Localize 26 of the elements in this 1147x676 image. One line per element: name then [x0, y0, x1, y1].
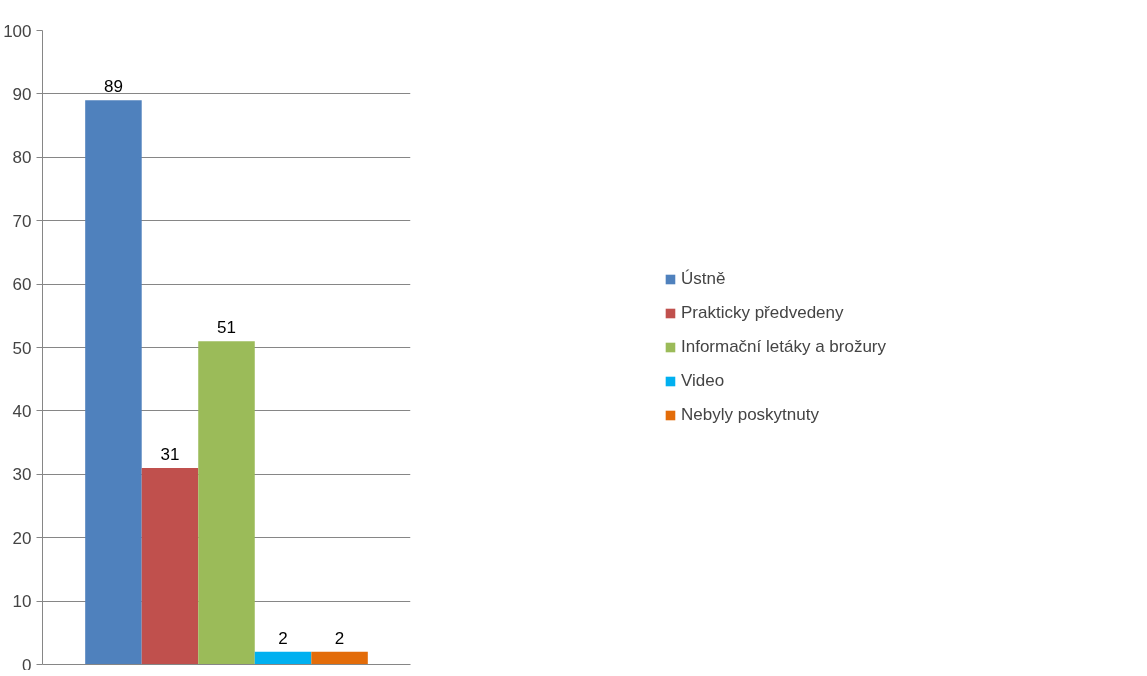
data-label: 89 — [104, 77, 123, 97]
y-tick-label: 90 — [12, 84, 32, 104]
bar — [85, 100, 142, 665]
y-tick-label: 40 — [12, 401, 32, 421]
bar — [141, 467, 199, 665]
data-label: 51 — [217, 318, 236, 338]
data-label: 31 — [160, 444, 180, 464]
y-tick-label: 0 — [22, 655, 32, 675]
data-label: 2 — [334, 628, 345, 648]
y-tick-label: 100 — [3, 21, 32, 41]
y-tick-label: 80 — [12, 148, 32, 168]
y-tick-label: 50 — [12, 338, 32, 358]
bar — [311, 651, 368, 665]
legend-label: Prakticky předvedeny — [680, 303, 844, 323]
bar — [198, 341, 255, 665]
y-tick-label: 60 — [12, 275, 32, 295]
legend-label: Nebyly poskytnuty — [680, 405, 819, 425]
data-label: 2 — [278, 628, 288, 648]
y-tick-label: 20 — [12, 528, 32, 548]
y-tick-label: 10 — [12, 592, 32, 612]
legend-label: Informační letáky a brožury — [680, 337, 887, 357]
bar — [254, 651, 312, 665]
legend-label: Video — [680, 371, 725, 391]
y-tick-label: 30 — [12, 465, 32, 485]
legend-label: Ústně — [680, 269, 726, 289]
y-tick-label: 70 — [12, 211, 32, 231]
